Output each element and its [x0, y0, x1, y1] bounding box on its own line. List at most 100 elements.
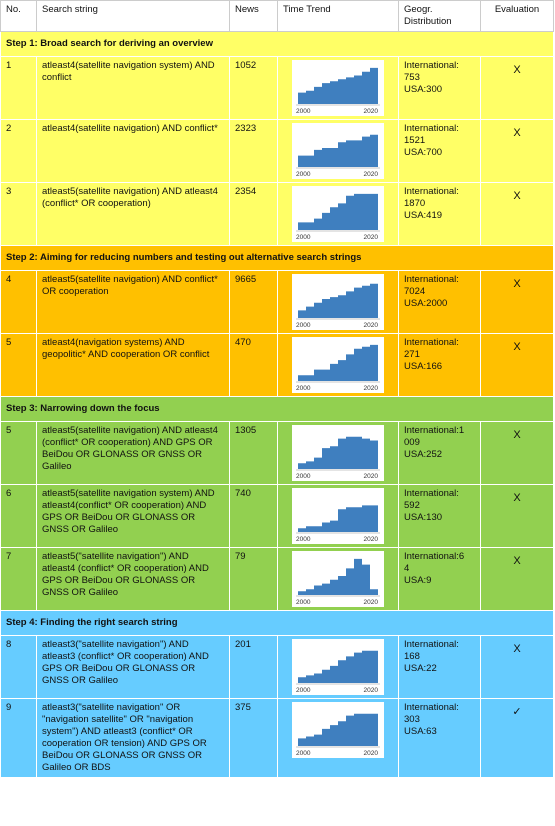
geo-distribution-cell: International: 7024 USA:2000 [398, 270, 481, 334]
geo-distribution-cell: International:6 4 USA:9 [398, 547, 481, 611]
geo-distribution-cell: International: 592 USA:130 [398, 484, 481, 548]
step-header-row: Step 4: Finding the right search string [0, 610, 554, 636]
row-number: 2 [0, 119, 37, 183]
cross-mark-icon: X [513, 555, 521, 567]
header-time-trend: Time Trend [277, 0, 399, 32]
time-trend-cell: 2000 2020 [277, 421, 399, 485]
trend-year-label-start: 2000 [296, 234, 311, 241]
evaluation-cell: X [480, 333, 554, 397]
trend-area [298, 283, 378, 318]
geo-distribution-line: International: [404, 639, 459, 650]
geo-distribution-line: USA:9 [404, 575, 432, 586]
trend-year-label-end: 2020 [364, 473, 379, 480]
geo-distribution-line: 7024 [404, 286, 426, 297]
cross-mark-icon: X [513, 643, 521, 655]
geo-distribution-line: International: [404, 702, 459, 713]
row-number: 3 [0, 182, 37, 246]
trend-area [298, 505, 378, 532]
header-search-string: Search string [36, 0, 230, 32]
trend-year-label-start: 2000 [296, 599, 311, 606]
trend-year-label-end: 2020 [364, 599, 379, 606]
news-count: 1305 [229, 421, 278, 485]
news-count: 2323 [229, 119, 278, 183]
geo-distribution-line: 168 [404, 651, 420, 662]
row-number: 7 [0, 547, 37, 611]
geo-distribution-line: 753 [404, 72, 420, 83]
header-no: No. [0, 0, 37, 32]
trend-year-label-start: 2000 [296, 536, 311, 543]
trend-year-label-end: 2020 [364, 171, 379, 178]
trend-year-label-end: 2020 [364, 536, 379, 543]
evaluation-cell: X [480, 56, 554, 120]
trend-area [298, 344, 378, 381]
time-trend-chart: 2000 2020 [292, 60, 384, 116]
geo-distribution-line: International:6 [404, 551, 465, 562]
table-row: 6 atleast5(satellite navigation system) A… [0, 484, 554, 548]
table-row: 7 atleast5("satellite navigation") AND at… [0, 547, 554, 611]
geo-distribution-line: USA:252 [404, 449, 443, 460]
geo-distribution-cell: International:1 009 USA:252 [398, 421, 481, 485]
table-row: 3 atleast5(satellite navigation) AND atle… [0, 182, 554, 246]
time-trend-cell: 2000 2020 [277, 56, 399, 120]
news-count: 9665 [229, 270, 278, 334]
trend-area [298, 67, 378, 104]
time-trend-chart: 2000 2020 [292, 186, 384, 242]
trend-year-label-end: 2020 [364, 687, 379, 694]
search-string-cell: atleast5(satellite navigation) AND confl… [36, 270, 230, 334]
time-trend-cell: 2000 2020 [277, 484, 399, 548]
geo-distribution-line: International: [404, 274, 459, 285]
geo-distribution-line: 4 [404, 563, 410, 574]
evaluation-cell: X [480, 484, 554, 548]
trend-year-label-end: 2020 [364, 322, 379, 329]
table-row: 5 atleast4(navigation systems) AND geopol… [0, 333, 554, 397]
news-count: 1052 [229, 56, 278, 120]
news-count: 201 [229, 635, 278, 699]
header-evaluation: Evaluation [480, 0, 554, 32]
trend-year-label-start: 2000 [296, 108, 311, 115]
trend-area [298, 134, 378, 167]
geo-distribution-line: USA:419 [404, 210, 443, 221]
step-header-row: Step 3: Narrowing down the focus [0, 396, 554, 422]
evaluation-cell: ✓ [480, 698, 554, 778]
table-row: 2 atleast4(satellite navigation) AND conf… [0, 119, 554, 183]
geo-distribution-line: USA:166 [404, 361, 443, 372]
search-string-cell: atleast5(satellite navigation) AND atlea… [36, 421, 230, 485]
geo-distribution-line: International:1 [404, 425, 465, 436]
cross-mark-icon: X [513, 127, 521, 139]
geo-distribution-line: 1870 [404, 198, 426, 209]
search-string-cell: atleast4(satellite navigation) AND confl… [36, 119, 230, 183]
cross-mark-icon: X [513, 190, 521, 202]
trend-year-label-end: 2020 [364, 234, 379, 241]
trend-area [298, 436, 378, 469]
row-number: 1 [0, 56, 37, 120]
news-count: 2354 [229, 182, 278, 246]
news-count: 470 [229, 333, 278, 397]
evaluation-cell: X [480, 421, 554, 485]
geo-distribution-line: International: [404, 186, 459, 197]
geo-distribution-cell: International: 168 USA:22 [398, 635, 481, 699]
step-header-row: Step 1: Broad search for deriving an ove… [0, 31, 554, 57]
time-trend-chart: 2000 2020 [292, 274, 384, 330]
geo-distribution-line: International: [404, 123, 459, 134]
trend-year-label-start: 2000 [296, 473, 311, 480]
time-trend-chart: 2000 2020 [292, 337, 384, 393]
header-news: News [229, 0, 278, 32]
geo-distribution-cell: International: 1521 USA:700 [398, 119, 481, 183]
trend-area [298, 558, 378, 595]
time-trend-cell: 2000 2020 [277, 698, 399, 778]
geo-distribution-line: 303 [404, 714, 420, 725]
evaluation-cell: X [480, 182, 554, 246]
geo-distribution-cell: International: 753 USA:300 [398, 56, 481, 120]
row-number: 6 [0, 484, 37, 548]
trend-year-label-start: 2000 [296, 171, 311, 178]
table-row: 8 atleast3("satellite navigation") AND at… [0, 635, 554, 699]
row-number: 4 [0, 270, 37, 334]
time-trend-cell: 2000 2020 [277, 333, 399, 397]
search-string-cell: atleast4(satellite navigation system) AN… [36, 56, 230, 120]
search-string-cell: atleast4(navigation systems) AND geopoli… [36, 333, 230, 397]
geo-distribution-line: 271 [404, 349, 420, 360]
news-count: 375 [229, 698, 278, 778]
geo-distribution-line: USA:700 [404, 147, 443, 158]
search-strategy-table: No. Search string News Time Trend Geogr.… [0, 0, 554, 778]
trend-year-label-start: 2000 [296, 322, 311, 329]
